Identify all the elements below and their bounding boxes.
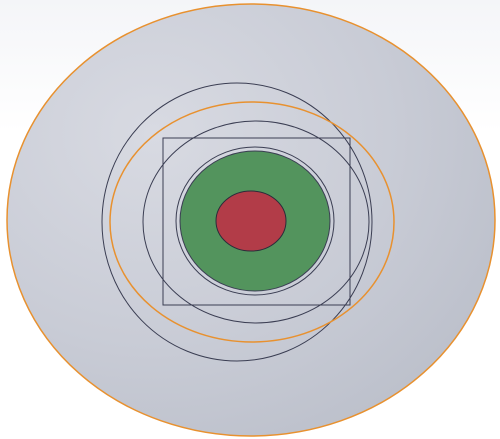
orange-ring[interactable] (109, 101, 395, 343)
red-region[interactable] (215, 190, 287, 252)
green-region-outline[interactable] (175, 146, 335, 296)
black-ring-inner[interactable] (142, 120, 370, 324)
black-ring-outer[interactable] (101, 82, 373, 362)
square-sketch[interactable] (162, 137, 351, 306)
